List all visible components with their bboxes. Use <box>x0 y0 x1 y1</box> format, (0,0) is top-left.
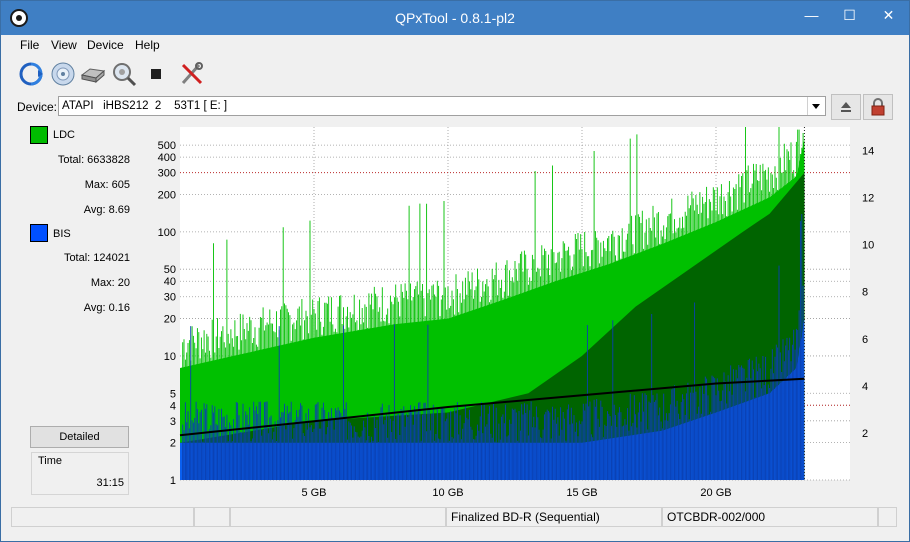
y-left-tick-label: 4 <box>170 400 176 412</box>
menu-file[interactable]: File <box>20 38 40 52</box>
y-right-tick-label: 2 <box>862 428 868 440</box>
y-right-tick-label: 4 <box>862 381 868 393</box>
ldc-total: Total: 6633828 <box>57 154 130 166</box>
ldc-legend-label: LDC <box>53 129 76 141</box>
bis-avg: Avg: 0.16 <box>83 302 130 314</box>
y-left-tick-label: 10 <box>164 351 176 363</box>
time-label: Time <box>38 455 63 467</box>
close-button[interactable]: ✕ <box>882 7 895 23</box>
bis-area <box>180 318 805 480</box>
y-left-tick-label: 500 <box>158 140 176 152</box>
status-cell-2 <box>194 507 230 527</box>
scan-icon[interactable] <box>111 61 137 87</box>
bis-total: Total: 124021 <box>63 252 130 264</box>
time-box: Time 31:15 <box>31 452 129 495</box>
device-select[interactable]: ATAPI iHBS212 2 53T1 [ E: ] <box>58 96 826 116</box>
status-cell-3 <box>230 507 446 527</box>
ldc-dense-area <box>180 172 805 480</box>
y-left-tick-label: 20 <box>164 314 176 326</box>
y-left-tick-label: 2 <box>170 438 176 450</box>
status-disc-type: Finalized BD-R (Sequential) <box>446 507 662 527</box>
y-right-tick-label: 10 <box>862 240 874 252</box>
stop-icon[interactable] <box>143 61 169 87</box>
y-left-tick-label: 3 <box>170 416 176 428</box>
y-left-tick-label: 5 <box>170 388 176 400</box>
time-value: 31:15 <box>96 477 124 489</box>
detailed-button[interactable]: Detailed <box>30 426 129 448</box>
speed-line <box>179 377 805 437</box>
menu-view[interactable]: View <box>51 38 77 52</box>
minimize-button[interactable]: — <box>804 7 819 23</box>
y-left-tick-label: 30 <box>164 292 176 304</box>
chevron-down-icon[interactable] <box>807 97 825 115</box>
app-logo-icon <box>10 9 28 27</box>
y-left-tick-label: 100 <box>158 227 176 239</box>
device-value: ATAPI iHBS212 2 53T1 [ E: ] <box>62 100 228 112</box>
y-right-tick-label: 14 <box>862 146 874 158</box>
y-right-tick-label: 8 <box>862 287 868 299</box>
stats-panel: LDC Total: 6633828 Max: 605 Avg: 8.69 BI… <box>13 124 136 496</box>
window-title: QPxTool - 0.8.1-pl2 <box>395 10 515 26</box>
ldc-bis-chart: 1234510203040501002003004005002468101214… <box>158 127 874 499</box>
refresh-icon[interactable] <box>18 61 44 87</box>
x-tick-label: 5 GB <box>301 487 326 499</box>
toolbar <box>1 55 909 91</box>
maximize-button[interactable]: ☐ <box>843 7 856 23</box>
bis-swatch <box>30 224 48 242</box>
eject-button[interactable] <box>831 94 861 120</box>
bis-spikes <box>182 214 804 480</box>
y-left-tick-label: 40 <box>164 276 176 288</box>
status-cell-1 <box>11 507 194 527</box>
device-label: Device: <box>17 100 58 114</box>
ldc-swatch <box>30 126 48 144</box>
y-left-tick-label: 1 <box>170 475 176 487</box>
eject-icon <box>841 102 851 112</box>
device-bar: Device: ATAPI iHBS212 2 53T1 [ E: ] <box>1 93 909 121</box>
status-bar: Finalized BD-R (Sequential) OTCBDR-002/0… <box>11 507 897 529</box>
menu-bar: File View Device Help <box>1 35 909 55</box>
settings-tools-icon[interactable] <box>179 61 205 87</box>
ldc-avg: Avg: 8.69 <box>83 204 130 216</box>
x-tick-label: 15 GB <box>566 487 597 499</box>
status-cell-6 <box>878 507 897 527</box>
drive-icon[interactable] <box>80 61 106 87</box>
y-left-tick-label: 300 <box>158 168 176 180</box>
disc-info-icon[interactable] <box>50 61 76 87</box>
title-bar[interactable]: QPxTool - 0.8.1-pl2 — ☐ ✕ <box>1 1 909 35</box>
bis-max: Max: 20 <box>90 277 130 289</box>
x-tick-label: 10 GB <box>432 487 463 499</box>
bis-legend-label: BIS <box>53 228 71 240</box>
y-left-tick-label: 400 <box>158 152 176 164</box>
lock-icon <box>871 98 885 116</box>
menu-help[interactable]: Help <box>135 38 160 52</box>
menu-device[interactable]: Device <box>87 38 124 52</box>
y-left-tick-label: 50 <box>164 264 176 276</box>
y-left-tick-label: 200 <box>158 190 176 202</box>
y-right-tick-label: 6 <box>862 334 868 346</box>
ldc-max: Max: 605 <box>84 179 130 191</box>
lock-button[interactable] <box>863 94 893 120</box>
y-right-tick-label: 12 <box>862 193 874 205</box>
status-media-id: OTCBDR-002/000 <box>662 507 878 527</box>
x-tick-label: 20 GB <box>700 487 731 499</box>
